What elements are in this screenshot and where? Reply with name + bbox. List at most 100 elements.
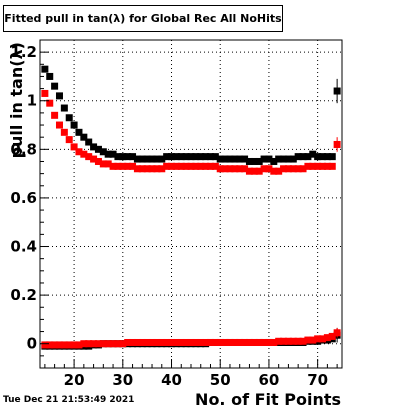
data-point	[182, 338, 190, 346]
data-point	[250, 157, 258, 165]
data-point	[260, 165, 268, 173]
data-point	[85, 340, 93, 348]
data-point	[275, 167, 283, 175]
data-point	[294, 165, 302, 173]
y-tick-label: 1	[27, 92, 37, 110]
data-point	[168, 153, 176, 161]
data-point	[60, 128, 68, 136]
data-point	[129, 338, 137, 346]
data-point	[138, 165, 146, 173]
data-point	[284, 337, 292, 345]
data-point	[192, 338, 200, 346]
data-point	[133, 165, 141, 173]
data-point	[55, 121, 63, 129]
data-point	[158, 155, 166, 163]
data-point	[129, 153, 137, 161]
data-point	[158, 165, 166, 173]
data-point	[226, 338, 234, 346]
data-point	[211, 162, 219, 170]
data-point	[216, 155, 224, 163]
data-point	[319, 335, 327, 343]
data-point	[129, 162, 137, 170]
data-point	[309, 162, 317, 170]
data-point	[94, 157, 102, 165]
y-tick-label: 1.2	[10, 43, 37, 61]
data-point	[143, 155, 151, 163]
x-tick-label: 20	[64, 371, 85, 389]
data-point	[221, 165, 229, 173]
data-point	[241, 165, 249, 173]
data-point	[172, 338, 180, 346]
timestamp: Tue Dec 21 21:53:49 2021	[3, 395, 135, 405]
data-point	[187, 153, 195, 161]
y-tick-label: 0.2	[10, 286, 37, 304]
data-point	[99, 340, 107, 348]
data-point	[70, 143, 78, 151]
data-point	[148, 165, 156, 173]
data-point	[114, 153, 122, 161]
x-tick-label: 50	[210, 371, 231, 389]
data-point	[250, 338, 258, 346]
data-point	[202, 338, 210, 346]
series-1	[41, 89, 341, 175]
data-point	[177, 338, 185, 346]
data-point	[241, 338, 249, 346]
data-point	[51, 341, 59, 349]
data-point	[104, 160, 112, 168]
data-point	[41, 341, 49, 349]
data-point	[289, 155, 297, 163]
data-point	[187, 162, 195, 170]
data-point	[280, 165, 288, 173]
data-point	[65, 114, 73, 122]
data-point	[119, 162, 127, 170]
data-point	[80, 133, 88, 141]
data-point	[41, 65, 49, 73]
data-point	[202, 153, 210, 161]
data-point	[143, 338, 151, 346]
data-point	[216, 338, 224, 346]
data-point	[41, 89, 49, 97]
data-point	[236, 155, 244, 163]
data-point	[124, 338, 132, 346]
data-point	[211, 153, 219, 161]
data-point	[275, 337, 283, 345]
data-point	[255, 167, 263, 175]
data-point	[314, 335, 322, 343]
data-point	[245, 338, 253, 346]
data-point	[231, 338, 239, 346]
data-point	[138, 155, 146, 163]
data-point	[46, 99, 54, 107]
data-points	[41, 65, 341, 350]
data-point	[85, 153, 93, 161]
x-tick-label: 30	[112, 371, 133, 389]
data-point	[109, 150, 117, 158]
data-point	[206, 338, 214, 346]
data-point	[172, 153, 180, 161]
chart-title: Fitted pull in tan(λ) for Global Rec All…	[3, 5, 283, 32]
data-point	[260, 338, 268, 346]
data-point	[65, 341, 73, 349]
data-point	[206, 153, 214, 161]
data-point	[192, 153, 200, 161]
data-point	[80, 150, 88, 158]
x-tick-label: 60	[258, 371, 279, 389]
data-point	[153, 338, 161, 346]
data-point	[333, 329, 341, 337]
data-point	[289, 165, 297, 173]
series-0	[41, 65, 341, 165]
data-point	[114, 340, 122, 348]
data-point	[231, 155, 239, 163]
data-point	[60, 104, 68, 112]
data-point	[333, 140, 341, 148]
data-point	[323, 334, 331, 342]
data-point	[270, 338, 278, 346]
data-point	[51, 111, 59, 119]
plot-frame	[39, 39, 343, 369]
y-tick-label: 0.6	[10, 189, 37, 207]
data-point	[172, 162, 180, 170]
data-point	[90, 143, 98, 151]
data-point	[55, 341, 63, 349]
data-point	[75, 341, 83, 349]
data-point	[270, 157, 278, 165]
